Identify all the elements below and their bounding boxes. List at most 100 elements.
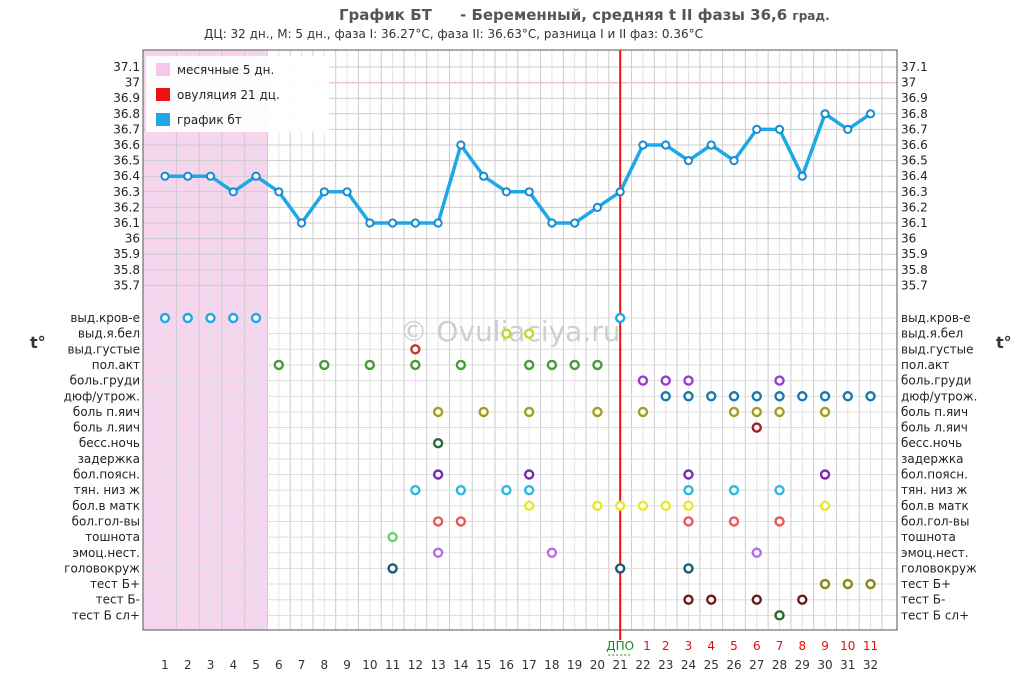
chart-title-area: График БТ - Беременный, средняя t II фаз…	[0, 4, 1024, 26]
bbt-point	[706, 140, 716, 150]
x-tick-label: 30	[817, 658, 832, 672]
symptom-label-left: тян. низ ж	[74, 483, 141, 497]
y-tick-label-right: 37.1	[901, 60, 928, 74]
x-tick-label: 2	[184, 658, 192, 672]
symptom-marker	[819, 406, 831, 418]
symptom-label-right: выд.я.бел	[901, 327, 963, 341]
dpo-number: 3	[685, 639, 693, 653]
x-tick-label: 16	[499, 658, 514, 672]
x-tick-label: 26	[726, 658, 741, 672]
symptom-label-left: тошнота	[85, 530, 140, 544]
y-tick-label-left: 36.4	[113, 169, 140, 183]
y-tick-label-right: 36.7	[901, 122, 928, 136]
dpo-number: 7	[776, 639, 784, 653]
symptom-label-left: задержка	[78, 452, 140, 466]
symptom-marker	[523, 500, 535, 511]
symptom-marker	[410, 484, 421, 496]
symptom-marker	[660, 500, 671, 511]
symptom-marker	[523, 406, 535, 418]
x-tick-label: 13	[430, 658, 445, 672]
symptom-label-right: тест Б+	[901, 577, 951, 591]
symptom-label-left: тест Б-	[96, 593, 140, 607]
bbt-point	[865, 109, 876, 119]
y-tick-label-right: 36.9	[901, 91, 928, 105]
y-tick-label-right: 36.6	[901, 138, 928, 152]
bbt-point	[251, 171, 261, 181]
symptom-label-left: выд.кров-е	[70, 311, 140, 325]
symptom-marker	[797, 391, 808, 402]
bbt-point	[683, 156, 694, 166]
symptom-marker	[706, 594, 717, 605]
bbt-point	[456, 140, 466, 150]
y-tick-label-left: 35.7	[113, 278, 140, 292]
bbt-point	[570, 218, 580, 228]
symptom-label-right: боль.груди	[901, 374, 971, 388]
bbt-point	[319, 187, 329, 197]
symptom-marker	[683, 594, 694, 605]
symptom-marker	[797, 594, 808, 605]
bbt-line	[165, 112, 872, 225]
x-tick-label: 12	[408, 658, 423, 672]
symptom-label-left: дюф/утрож.	[64, 389, 140, 403]
dpo-number: 8	[798, 639, 806, 653]
symptom-label-left: эмоц.нест.	[72, 546, 140, 560]
symptom-marker	[432, 406, 444, 418]
symptom-label-right: бесс.ночь	[901, 436, 962, 450]
bbt-point	[274, 187, 284, 197]
symptom-marker	[751, 422, 762, 433]
symptom-marker	[637, 375, 649, 386]
symptom-marker	[865, 391, 876, 402]
bbt-point	[843, 124, 853, 134]
bbt-point	[752, 124, 762, 134]
bbt-point	[410, 218, 420, 228]
symptom-marker	[683, 469, 694, 480]
legend: месячные 5 дн. овуляция 21 дц. график бт	[146, 56, 329, 132]
grid	[143, 50, 897, 630]
x-tick-label: 5	[252, 658, 260, 672]
symptom-label-left: бол.в матк	[72, 499, 140, 513]
symptom-label-left: тест Б сл+	[72, 608, 140, 622]
y-tick-label-left: 36.7	[113, 122, 140, 136]
symptom-marker	[387, 563, 398, 574]
symptom-label-right: тян. низ ж	[901, 483, 968, 497]
symptom-label-right: тошнота	[901, 530, 956, 544]
bbt-point	[183, 171, 193, 181]
symptom-marker	[842, 578, 853, 590]
symptom-label-left: тест Б+	[90, 577, 140, 591]
symptom-marker	[615, 312, 626, 324]
x-tick-label: 27	[749, 658, 764, 672]
symptom-label-right: головокруж	[901, 561, 977, 575]
symptom-marker	[250, 312, 262, 324]
symptom-marker	[319, 359, 330, 371]
y-tick-label-right: 36.2	[901, 200, 928, 214]
y-tick-label-right: 35.7	[901, 278, 928, 292]
symptom-marker	[569, 359, 580, 371]
bbt-point	[501, 187, 511, 197]
symptom-marker	[159, 312, 171, 324]
legend-swatch	[156, 63, 170, 76]
y-tick-label-left: 36.5	[113, 154, 140, 168]
bbt-point	[479, 171, 489, 181]
legend-swatch	[156, 113, 170, 126]
bbt-point	[388, 218, 398, 228]
dpo-number: 11	[863, 639, 878, 653]
subtitle-main: - Беременный, средняя t II фазы 36,6	[460, 6, 788, 24]
symptom-marker	[410, 344, 421, 355]
subtitle-unit: град.	[792, 9, 830, 23]
symptom-marker	[819, 391, 831, 402]
y-tick-label-right: 35.8	[901, 263, 928, 277]
y-tick-label-left: 36.8	[113, 107, 140, 121]
dpo-label: ДПО	[606, 639, 634, 653]
x-tick-label: 32	[863, 658, 878, 672]
dpo-number: 9	[821, 639, 829, 653]
symptom-label-right: бол.поясн.	[901, 468, 968, 482]
dpo-number: 4	[707, 639, 715, 653]
symptom-marker	[683, 484, 694, 496]
cycle-stats: ДЦ: 32 дн., М: 5 дн., фаза I: 36.27°C, ф…	[204, 27, 703, 41]
bbt-point	[661, 140, 671, 150]
symptom-marker	[523, 484, 535, 496]
y-tick-label-left: 36.1	[113, 216, 140, 230]
symptom-label-left: бол.поясн.	[73, 468, 140, 482]
x-tick-label: 22	[635, 658, 650, 672]
